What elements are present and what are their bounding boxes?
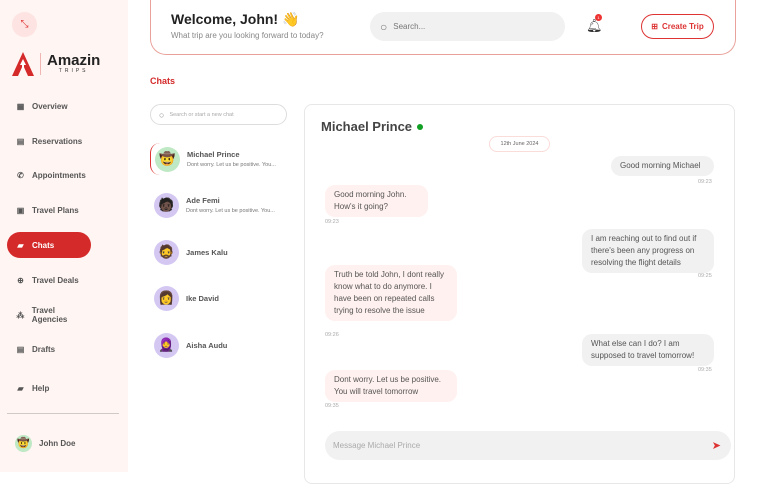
sidebar-item-appointments[interactable]: ✆ Appointments (7, 162, 91, 188)
globe-icon: ⊕ (17, 275, 24, 285)
chat-preview: Dont worry. Let us be positive. You... (187, 162, 276, 168)
avatar: 🧔 (154, 239, 179, 265)
message-incoming: Good morning John. How's it going? (325, 185, 428, 217)
logo-mark-icon (12, 52, 34, 76)
people-icon: ⁂ (16, 310, 25, 320)
nav-label: Appointments (32, 170, 86, 180)
avatar: 🤠 (155, 146, 180, 172)
sidebar-item-travel-agencies[interactable]: ⁂ Travel Agencies (7, 302, 91, 328)
grid-icon: ▦ (16, 101, 25, 111)
message-incoming: Dont worry. Let us be positive. You will… (325, 370, 457, 402)
sidebar-item-travel-deals[interactable]: ⊕ Travel Deals (7, 267, 91, 293)
calendar-icon: ▤ (16, 136, 25, 146)
chats-title: Chats (150, 76, 176, 86)
message-input[interactable]: Message Michael Prince ➤ (325, 431, 731, 460)
sidebar-item-drafts[interactable]: ▤ Drafts (7, 336, 91, 362)
nav-label: Drafts (32, 344, 56, 354)
chat-search-input[interactable]: ○ Search or start a new chat (150, 104, 287, 125)
divider (7, 413, 119, 414)
chat-search-placeholder: Search or start a new chat (169, 111, 234, 118)
nav-label: Travel Deals (32, 275, 79, 285)
nav-label: Reservations (32, 136, 83, 146)
brand-name: Amazin (47, 52, 101, 69)
search-icon: ○ (380, 19, 388, 34)
message-outgoing: I am reaching out to find out if there's… (582, 229, 714, 273)
online-status-icon (417, 123, 424, 130)
help-icon: ▰ (17, 383, 24, 393)
document-icon: ▤ (16, 344, 25, 354)
create-trip-button[interactable]: ⊞ Create Trip (641, 14, 714, 39)
sidebar-item-overview[interactable]: ▦ Overview (7, 93, 91, 119)
sidebar-item-travel-plans[interactable]: ▣ Travel Plans (7, 197, 91, 223)
message-outgoing: Good morning Michael (611, 156, 714, 176)
avatar: 🧕 (154, 332, 179, 358)
welcome-text: Welcome, John! (171, 11, 279, 27)
search-placeholder: Search... (393, 22, 426, 31)
create-trip-label: Create Trip (661, 22, 704, 31)
message-time: 09:35 (698, 367, 712, 373)
user-name: John Doe (39, 439, 76, 448)
message-time: 09:26 (325, 332, 339, 338)
sidebar: ⤡ Amazin TRIPS ▦ Overview ▤ Reservations ✆ A… (0, 0, 128, 472)
nav-label: Chats (32, 240, 55, 250)
nav-label: Overview (32, 101, 68, 111)
message-time: 09:23 (325, 219, 339, 225)
clipboard-icon: ▣ (16, 205, 25, 215)
chat-name: Aisha Audu (186, 340, 228, 350)
user-profile[interactable]: 🤠 John Doe (15, 435, 75, 452)
search-input[interactable]: ○ Search... (370, 12, 565, 41)
briefcase-icon: ⊞ (651, 22, 658, 31)
nav-label: Travel Agencies (31, 306, 68, 324)
chat-list-item[interactable]: 🧔 James Kalu (150, 236, 290, 268)
sidebar-item-chats[interactable]: ▰ Chats (7, 232, 91, 258)
chat-name: Ade Femi (186, 196, 220, 205)
message-outgoing: What else can I do? I am supposed to tra… (582, 334, 714, 366)
chat-name: Ike David (186, 293, 219, 303)
chat-name: Michael Prince (187, 150, 240, 159)
chat-list-item[interactable]: 👩 Ike David (150, 282, 290, 314)
nav-label: Help (32, 383, 50, 393)
chat-list-item[interactable]: 🧕 Aisha Audu (150, 329, 290, 361)
message-placeholder: Message Michael Prince (333, 441, 421, 450)
contact-name: Michael Prince (321, 119, 413, 134)
welcome-subtitle: What trip are you looking forward to tod… (171, 31, 324, 40)
send-icon[interactable]: ➤ (711, 440, 721, 452)
sidebar-item-reservations[interactable]: ▤ Reservations (7, 128, 91, 154)
collapse-sidebar-button[interactable]: ⤡ (12, 12, 37, 37)
search-icon: ○ (159, 109, 165, 120)
message-time: 09:25 (698, 273, 712, 279)
avatar: 🤠 (15, 435, 32, 452)
chat-list-item[interactable]: 🤠 Michael Prince Dont worry. Let us be pos… (150, 143, 290, 175)
notification-badge: 1 (595, 14, 602, 21)
date-divider: 12th June 2024 (489, 136, 550, 152)
avatar: 🧑🏿 (154, 192, 179, 218)
avatar: 👩 (154, 285, 179, 311)
conversation-title: Michael Prince (321, 119, 424, 134)
welcome-title: Welcome, John! 👋 (171, 11, 299, 28)
sidebar-item-help[interactable]: ▰ Help (7, 375, 91, 401)
wave-icon: 👋 (281, 11, 300, 27)
chat-list-item[interactable]: 🧑🏿 Ade Femi Dont worry. Let us be positive… (150, 189, 290, 221)
phone-icon: ✆ (17, 170, 24, 180)
chat-name: James Kalu (186, 247, 228, 257)
message-time: 09:35 (325, 403, 339, 409)
message-time: 09:23 (698, 179, 712, 185)
brand-tagline: TRIPS (58, 68, 89, 74)
chat-preview: Dont worry. Let us be positive. You... (186, 208, 275, 214)
logo: Amazin TRIPS (12, 52, 100, 76)
bell-icon[interactable]: 🔔︎ (586, 18, 603, 33)
message-incoming: Truth be told John, I dont really know w… (325, 265, 457, 321)
nav-label: Travel Plans (32, 205, 79, 215)
collapse-icon: ⤡ (20, 19, 29, 30)
chat-icon: ▰ (17, 240, 24, 250)
